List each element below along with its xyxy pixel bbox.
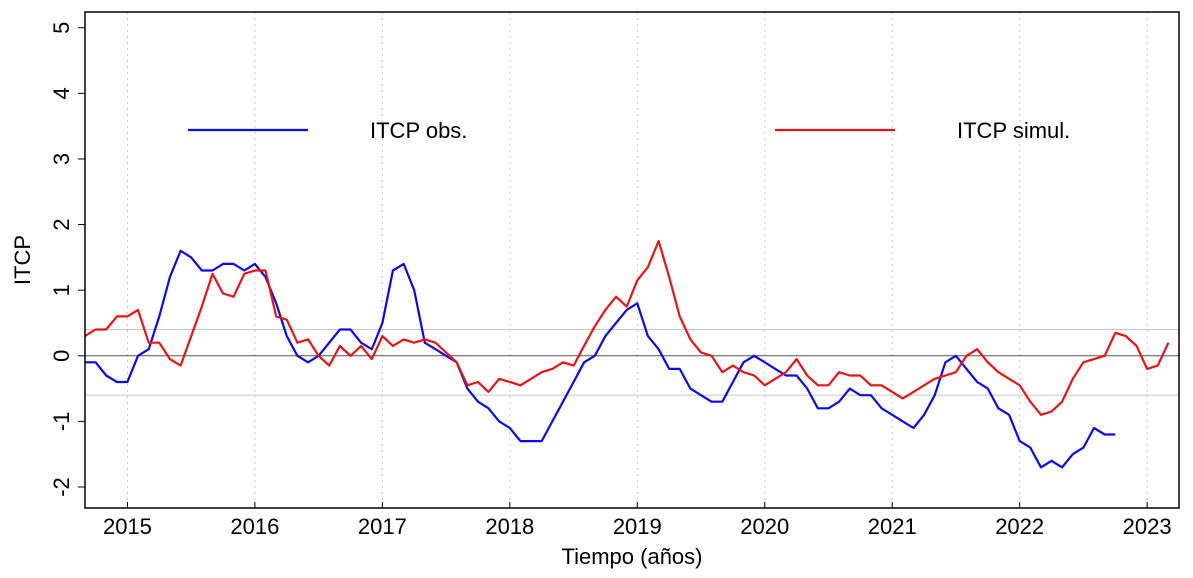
- x-tick-label: 2021: [868, 514, 917, 539]
- y-tick-label: 3: [49, 153, 74, 165]
- x-tick-label: 2020: [740, 514, 789, 539]
- y-tick-label: 5: [49, 22, 74, 34]
- plot-frame: [84, 11, 1180, 509]
- x-tick-label: 2015: [103, 514, 152, 539]
- x-axis-title: Tiempo (años): [561, 544, 702, 569]
- legend-label: ITCP obs.: [370, 118, 467, 143]
- x-tick-label: 2022: [995, 514, 1044, 539]
- y-tick-label: -2: [49, 477, 74, 497]
- series-line: [85, 249, 1116, 469]
- y-tick-label: -1: [49, 412, 74, 432]
- y-tick-label: 1: [49, 284, 74, 296]
- y-tick-label: 0: [49, 350, 74, 362]
- y-axis-title: ITCP: [10, 235, 35, 285]
- x-tick-label: 2016: [230, 514, 279, 539]
- series-line: [84, 239, 1170, 416]
- y-tick-label: 2: [49, 218, 74, 230]
- x-tick-label: 2017: [358, 514, 407, 539]
- x-tick-label: 2018: [485, 514, 534, 539]
- x-tick-label: 2019: [613, 514, 662, 539]
- y-tick-label: 4: [49, 87, 74, 99]
- legend-label: ITCP simul.: [957, 118, 1070, 143]
- x-tick-label: 2023: [1123, 514, 1172, 539]
